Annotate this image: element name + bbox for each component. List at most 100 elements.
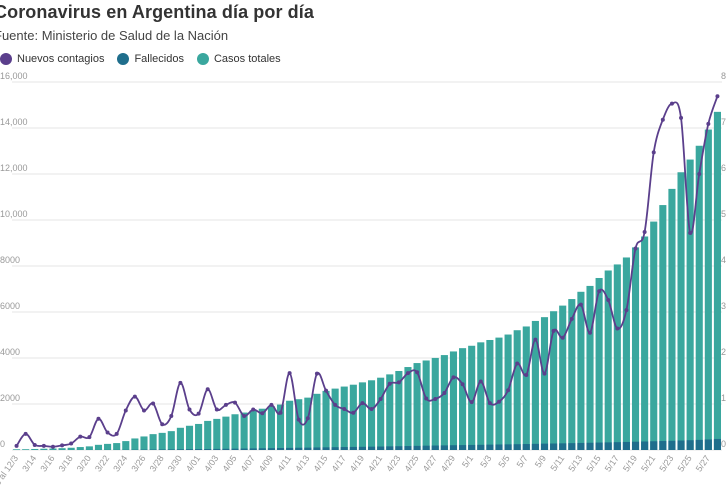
bar-casos-totales	[613, 264, 621, 450]
point-nuevos-contagios	[578, 302, 583, 307]
point-nuevos-contagios	[405, 371, 410, 376]
legend-item-nuevos-contagios[interactable]: Nuevos contagios	[0, 53, 104, 65]
left-axis-tick-label: 6000	[0, 301, 20, 311]
x-axis-tick-label: 3/24	[111, 453, 129, 473]
x-axis-tick-label: 3/14	[20, 453, 38, 473]
bar-fallecidos	[331, 447, 339, 450]
bar-fallecidos	[340, 447, 348, 450]
bar-casos-totales	[22, 449, 30, 450]
legend-item-fallecidos[interactable]: Fallecidos	[117, 53, 184, 65]
point-nuevos-contagios	[597, 289, 602, 294]
bar-casos-totales	[413, 363, 421, 450]
bar-fallecidos	[559, 443, 567, 450]
point-nuevos-contagios	[260, 411, 265, 416]
x-axis-tick-label: 4/17	[330, 453, 348, 473]
point-nuevos-contagios	[141, 408, 146, 413]
legend-item-casos-totales[interactable]: Casos totales	[196, 53, 281, 65]
x-axis-tick-label: 4/07	[239, 453, 257, 473]
point-nuevos-contagios	[660, 117, 665, 122]
right-axis-tick-label: 8	[721, 71, 726, 81]
left-axis-tick-label: 16,000	[0, 71, 28, 81]
bar-fallecidos	[395, 446, 403, 450]
bar-casos-totales	[504, 334, 512, 450]
bar-casos-totales	[286, 400, 294, 450]
point-nuevos-contagios	[342, 407, 347, 412]
point-nuevos-contagios	[105, 430, 110, 435]
bar-casos-totales	[631, 247, 640, 450]
bar-fallecidos	[422, 445, 430, 450]
point-nuevos-contagios	[169, 413, 174, 418]
bar-fallecidos	[386, 446, 394, 450]
bar-casos-totales	[404, 367, 412, 450]
x-axis-tick-label: 4/27	[421, 453, 439, 473]
bar-fallecidos	[440, 445, 448, 450]
point-nuevos-contagios	[50, 444, 55, 449]
bar-casos-totales	[58, 448, 66, 450]
bar-fallecidos	[449, 445, 458, 450]
left-axis-tick-label: 4000	[0, 347, 20, 357]
x-axis-tick-label: 5/27	[694, 453, 712, 473]
point-nuevos-contagios	[669, 101, 674, 106]
chart-subtitle: Fuente: Ministerio de Salud de la Nación	[0, 28, 229, 43]
point-nuevos-contagios	[369, 407, 374, 412]
bar-casos-totales	[185, 425, 194, 450]
point-nuevos-contagios	[633, 246, 638, 251]
bar-fallecidos	[668, 440, 676, 450]
bar-casos-totales	[449, 351, 458, 450]
bar-casos-totales	[31, 448, 39, 450]
legend-label-nuevos-contagios: Nuevos contagios	[17, 53, 105, 65]
point-nuevos-contagios	[506, 388, 511, 393]
point-nuevos-contagios	[460, 382, 465, 387]
bar-fallecidos	[531, 443, 539, 450]
bar-fallecidos	[195, 449, 203, 450]
bars-casos-totales	[13, 111, 721, 451]
bar-casos-totales	[513, 330, 521, 450]
point-nuevos-contagios	[123, 408, 128, 413]
x-axis-tick-label: 5/1	[460, 453, 475, 469]
bar-casos-totales	[677, 172, 685, 450]
x-axis-tick-label: 4/01	[184, 453, 202, 473]
left-axis-tick-label: 10,000	[0, 209, 28, 219]
bar-fallecidos	[550, 443, 558, 450]
right-axis-tick-label: 6	[721, 163, 726, 173]
bar-fallecidos	[158, 449, 166, 450]
right-axis-tick-label: 7	[721, 117, 726, 127]
point-nuevos-contagios	[524, 373, 529, 378]
bar-fallecidos	[349, 446, 357, 450]
bar-casos-totales	[459, 348, 467, 450]
line-path-nuevos-contagios	[15, 96, 719, 448]
point-nuevos-contagios	[296, 417, 301, 422]
bar-fallecidos	[313, 447, 321, 450]
bar-fallecidos	[404, 446, 412, 450]
bar-casos-totales	[313, 393, 321, 450]
bar-fallecidos	[586, 442, 594, 450]
point-nuevos-contagios	[151, 401, 156, 406]
right-axis-tick-label: 3	[721, 301, 726, 311]
legend-swatch-fallecidos	[117, 53, 130, 65]
point-nuevos-contagios	[324, 388, 329, 393]
point-nuevos-contagios	[333, 402, 338, 407]
point-nuevos-contagios	[551, 328, 556, 333]
x-axis-tick-label: 5/9	[533, 453, 548, 469]
bar-fallecidos	[231, 448, 239, 450]
bar-casos-totales	[641, 236, 649, 450]
bar-casos-totales	[204, 420, 212, 450]
bar-fallecidos	[176, 449, 184, 450]
bar-casos-totales	[113, 443, 121, 450]
bar-casos-totales	[704, 129, 712, 450]
bar-fallecidos	[304, 447, 312, 450]
bar-casos-totales	[195, 423, 203, 450]
point-nuevos-contagios	[305, 416, 310, 421]
point-nuevos-contagios	[269, 402, 274, 407]
point-nuevos-contagios	[469, 400, 474, 405]
x-axis-tick-label: 4/15	[311, 453, 329, 473]
bar-casos-totales	[659, 205, 667, 450]
point-nuevos-contagios	[214, 407, 219, 412]
bar-casos-totales	[122, 441, 130, 450]
x-axis-tick-label: 4/09	[257, 453, 275, 473]
bar-casos-totales	[322, 390, 330, 450]
bar-casos-totales	[495, 337, 503, 450]
bar-casos-totales	[358, 382, 366, 450]
bar-fallecidos	[258, 448, 266, 450]
bar-casos-totales	[713, 111, 721, 450]
